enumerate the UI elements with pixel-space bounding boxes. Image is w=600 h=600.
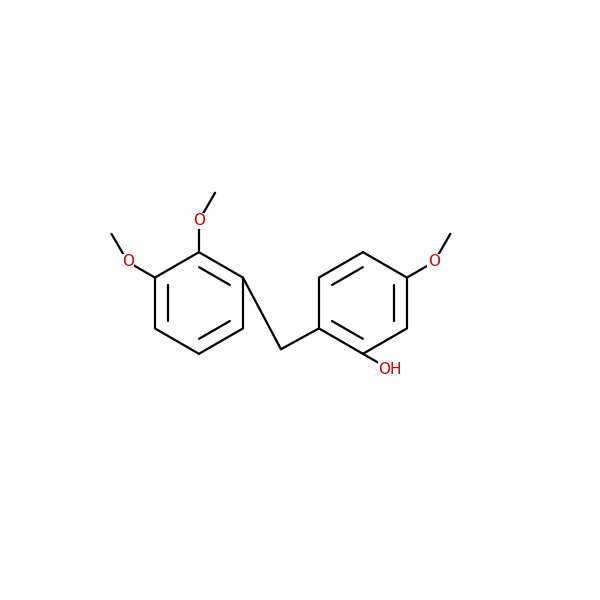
Text: O: O — [428, 254, 440, 269]
Text: O: O — [193, 213, 205, 228]
Text: OH: OH — [379, 362, 402, 377]
Text: O: O — [122, 254, 134, 269]
